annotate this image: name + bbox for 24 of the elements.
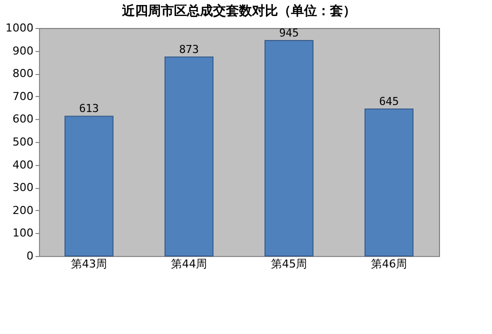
chart-title: 近四周市区总成交套数对比（单位：套） — [121, 3, 356, 19]
x-tick-label: 第44周 — [171, 258, 207, 270]
data-label: 945 — [279, 26, 299, 40]
y-tick-label: 800 — [12, 67, 34, 80]
data-label: 645 — [379, 94, 399, 108]
x-tick-label: 第45周 — [271, 258, 307, 270]
y-tick-label: 500 — [12, 136, 34, 148]
y-tick-label: 900 — [12, 44, 34, 58]
y-tick-label: 600 — [12, 112, 34, 126]
data-label: 873 — [179, 42, 199, 56]
y-tick-label: 200 — [12, 204, 34, 217]
bar — [64, 116, 114, 256]
y-tick-label: 700 — [12, 90, 34, 103]
data-label: 613 — [79, 102, 99, 116]
y-tick-label: 1000 — [6, 22, 34, 34]
bar — [164, 56, 214, 256]
y-tick-label: 400 — [12, 158, 34, 172]
y-tick-label: 300 — [12, 181, 34, 194]
x-tick-label: 第43周 — [71, 258, 107, 270]
y-tick-label: 100 — [12, 226, 34, 240]
bar — [364, 108, 414, 256]
x-tick-label: 第46周 — [371, 258, 407, 270]
bar — [264, 40, 314, 256]
y-tick-label: 0 — [26, 250, 34, 262]
